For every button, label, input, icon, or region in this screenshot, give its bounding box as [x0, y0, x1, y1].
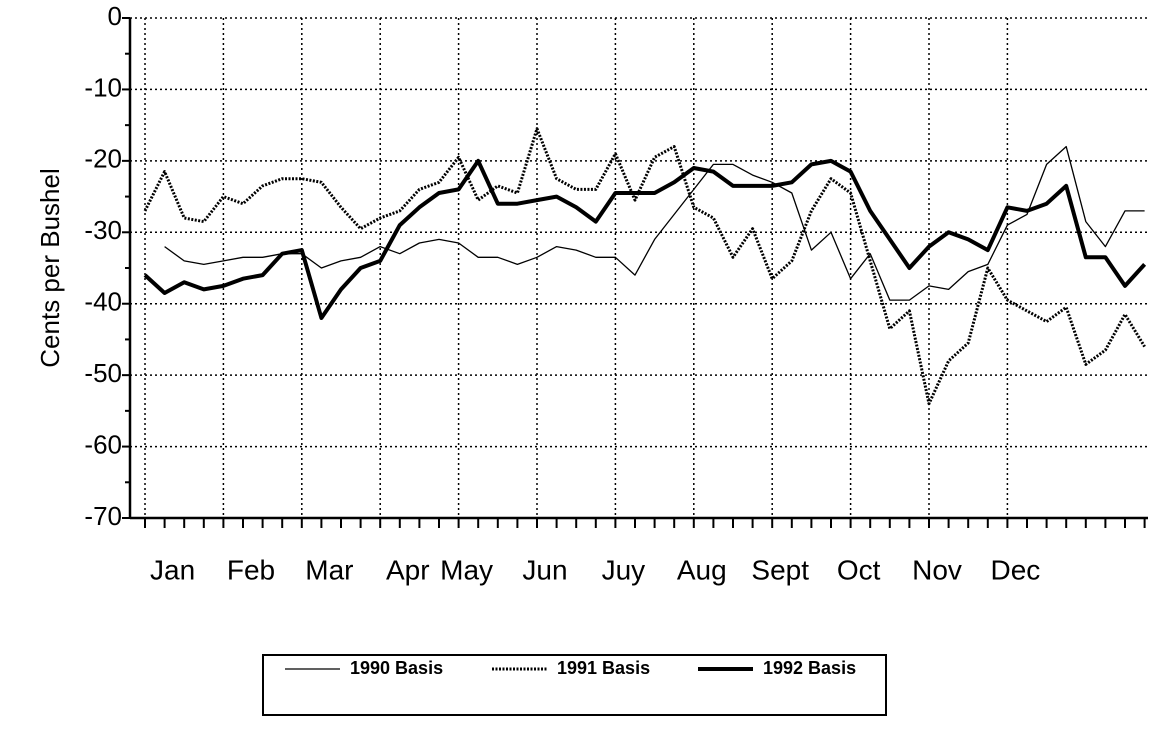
y-tick-label: 0 — [108, 1, 122, 31]
legend-label: 1990 Basis — [350, 658, 443, 678]
x-tick-label: Dec — [991, 554, 1041, 585]
y-tick-label: -60 — [84, 429, 122, 459]
y-tick-label: -20 — [84, 144, 122, 174]
x-tick-label: Aug — [677, 554, 727, 585]
legend-label: 1991 Basis — [557, 658, 650, 678]
series-line — [164, 145, 1145, 301]
y-tick-label: -30 — [84, 215, 122, 245]
legend-box — [262, 654, 887, 716]
x-tick-label: Oct — [837, 554, 881, 585]
x-tick-label: Sept — [751, 554, 809, 585]
x-tick-label: Mar — [305, 554, 353, 585]
y-tick-label: -70 — [84, 501, 122, 531]
series-line — [143, 127, 1146, 406]
y-tick-label: -50 — [84, 358, 122, 388]
x-tick-label: Nov — [912, 554, 962, 585]
x-tick-label: Jan — [150, 554, 195, 585]
y-tick-label: -10 — [84, 72, 122, 102]
x-tick-label: Jun — [522, 554, 567, 585]
x-tick-label: Apr — [386, 554, 430, 585]
y-tick-label: -40 — [84, 287, 122, 317]
x-tick-label: May — [440, 554, 493, 585]
x-tick-label: Feb — [227, 554, 275, 585]
legend-label: 1992 Basis — [763, 658, 856, 678]
x-tick-label: Juy — [602, 554, 646, 585]
y-axis-label: Cents per Bushel — [35, 168, 65, 367]
series-line — [143, 158, 1147, 320]
